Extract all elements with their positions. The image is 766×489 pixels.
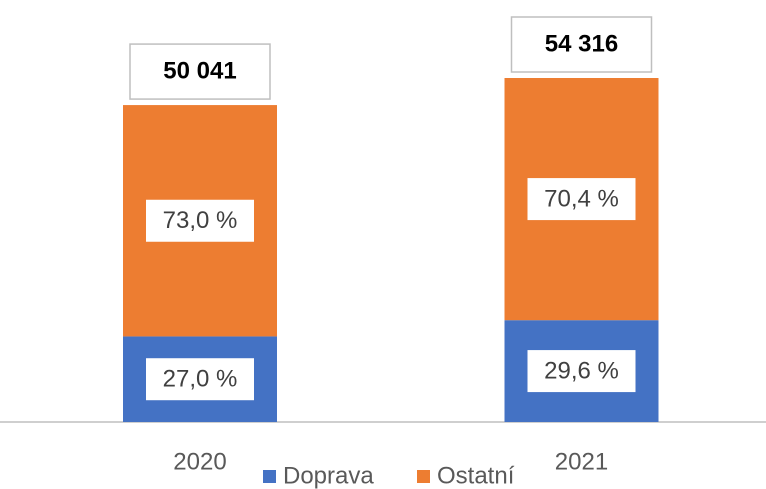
x-tick-label: 2021 [555, 448, 608, 475]
data-label: 70,4 % [544, 185, 619, 212]
legend-swatch [417, 470, 430, 483]
total-label: 50 041 [163, 57, 236, 84]
data-label-box [527, 178, 636, 221]
total-label: 54 316 [545, 30, 618, 57]
total-box [510, 16, 653, 73]
data-label-box [146, 358, 254, 401]
data-label-box [527, 350, 636, 393]
data-label: 27,0 % [163, 366, 238, 393]
legend-label: Ostatní [437, 462, 515, 489]
data-label-box [146, 199, 254, 242]
data-label: 29,6 % [544, 357, 619, 384]
x-tick-label: 2020 [173, 448, 226, 475]
legend-label: Doprava [283, 462, 374, 489]
data-label: 73,0 % [163, 207, 238, 234]
total-box [129, 43, 271, 100]
legend-swatch [263, 470, 276, 483]
